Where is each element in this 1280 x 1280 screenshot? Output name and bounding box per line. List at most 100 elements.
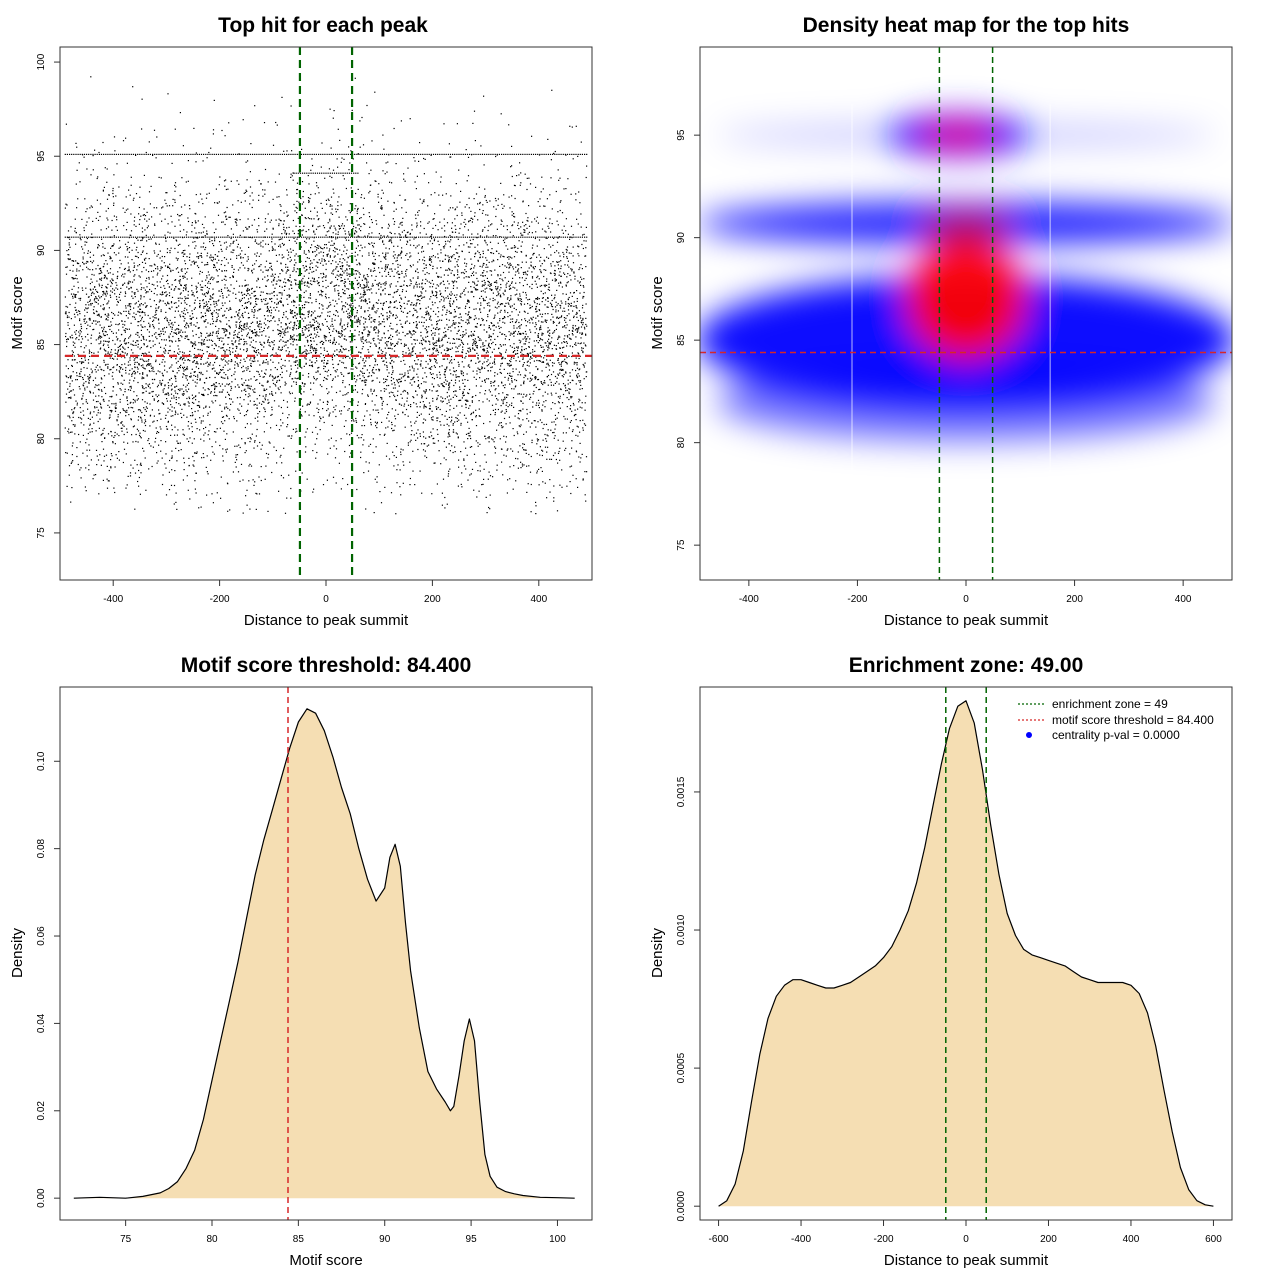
data-point: [550, 254, 552, 256]
data-point: [83, 361, 85, 363]
data-point: [481, 484, 483, 486]
data-point: [271, 393, 273, 395]
data-point: [412, 377, 414, 379]
data-point: [93, 293, 95, 295]
data-point: [373, 255, 375, 257]
data-point: [272, 144, 275, 146]
data-point: [144, 218, 146, 220]
data-point: [392, 392, 394, 394]
data-point: [292, 219, 294, 222]
data-point: [212, 402, 214, 404]
data-point: [465, 321, 467, 323]
data-point: [214, 400, 217, 402]
data-point: [430, 261, 433, 263]
data-point: [243, 297, 245, 299]
data-point: [375, 220, 377, 222]
data-point: [327, 401, 329, 403]
data-point: [431, 353, 433, 356]
data-point: [543, 248, 545, 250]
data-point: [181, 351, 184, 353]
data-point: [158, 243, 160, 245]
data-point: [440, 352, 442, 354]
data-point: [559, 447, 561, 449]
data-point: [349, 273, 351, 275]
data-point: [492, 325, 494, 327]
data-point: [204, 264, 206, 266]
data-point: [438, 385, 440, 387]
data-point: [511, 377, 513, 380]
data-point: [146, 286, 148, 288]
data-point: [465, 313, 467, 315]
data-point: [136, 399, 138, 401]
data-point: [335, 229, 337, 231]
data-point: [352, 305, 354, 307]
data-point: [339, 227, 341, 229]
data-point: [566, 324, 568, 326]
data-point: [244, 311, 246, 313]
data-point: [391, 367, 394, 369]
data-point: [77, 310, 80, 312]
data-point: [219, 241, 221, 243]
data-point: [199, 305, 201, 308]
data-point: [332, 232, 334, 234]
data-point: [247, 287, 249, 290]
data-point: [253, 332, 255, 334]
data-point: [268, 326, 270, 328]
data-point: [294, 364, 297, 366]
data-point: [313, 231, 315, 233]
data-point: [404, 374, 406, 376]
data-point: [398, 254, 400, 256]
data-point: [333, 256, 335, 258]
data-point: [455, 346, 457, 348]
data-point: [519, 445, 521, 447]
data-point: [554, 382, 556, 384]
data-point: [196, 291, 198, 293]
data-point: [490, 413, 492, 416]
data-point: [567, 233, 569, 235]
data-point: [365, 357, 368, 359]
data-point: [447, 433, 450, 435]
data-point: [468, 335, 470, 337]
data-point: [431, 366, 433, 368]
data-point: [438, 311, 440, 313]
data-point: [374, 319, 376, 321]
data-point: [329, 255, 331, 257]
data-point: [455, 296, 457, 299]
data-point: [247, 403, 249, 405]
data-point: [285, 323, 287, 325]
data-point: [79, 333, 81, 335]
data-point: [430, 296, 432, 298]
data-point: [220, 263, 222, 266]
data-point: [310, 343, 313, 346]
data-point: [543, 284, 545, 286]
data-point: [201, 280, 203, 282]
data-point: [377, 412, 380, 414]
data-point: [537, 404, 540, 406]
data-point: [119, 398, 121, 401]
data-point: [114, 150, 116, 152]
data-point: [581, 453, 583, 455]
data-point: [501, 220, 503, 222]
data-point: [391, 424, 393, 426]
data-point: [319, 316, 321, 318]
data-point: [515, 353, 517, 355]
data-point: [71, 431, 73, 433]
data-point: [241, 438, 243, 440]
data-point: [145, 406, 147, 408]
data-point: [467, 379, 469, 381]
data-point: [361, 279, 363, 281]
data-point: [286, 298, 288, 300]
data-point: [580, 384, 582, 386]
data-point: [399, 239, 401, 241]
data-point: [567, 260, 569, 262]
data-point: [472, 396, 474, 398]
data-point: [254, 310, 256, 312]
data-point: [517, 270, 519, 272]
data-point: [416, 245, 418, 247]
data-point: [191, 408, 193, 410]
data-point: [575, 362, 577, 364]
data-point: [466, 204, 468, 206]
data-point: [165, 240, 167, 242]
data-point: [297, 217, 299, 219]
data-point: [460, 370, 462, 372]
